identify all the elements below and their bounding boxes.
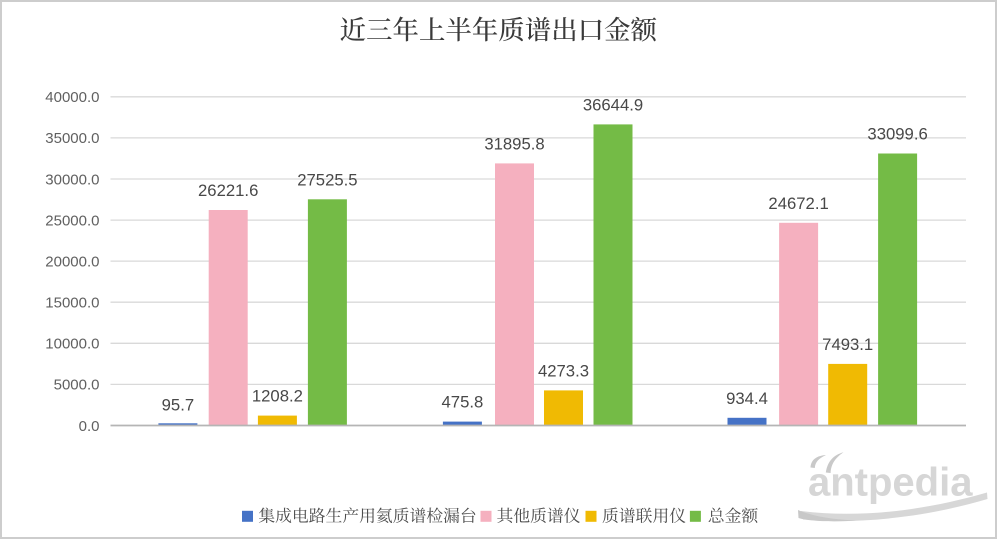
svg-text:0.0: 0.0 (79, 418, 100, 435)
svg-text:934.4: 934.4 (726, 389, 768, 408)
svg-text:26221.6: 26221.6 (198, 181, 258, 200)
svg-text:40000.0: 40000.0 (45, 89, 99, 106)
svg-text:20000.0: 20000.0 (45, 253, 99, 270)
svg-text:25000.0: 25000.0 (45, 212, 99, 229)
svg-text:5000.0: 5000.0 (54, 377, 100, 394)
svg-text:10000.0: 10000.0 (45, 336, 99, 353)
svg-text:30000.0: 30000.0 (45, 171, 99, 188)
svg-text:15000.0: 15000.0 (45, 295, 99, 312)
svg-text:4273.3: 4273.3 (538, 361, 589, 380)
svg-text:36644.9: 36644.9 (583, 95, 643, 114)
svg-text:24672.1: 24672.1 (768, 194, 828, 213)
svg-text:33099.6: 33099.6 (867, 125, 927, 144)
svg-text:35000.0: 35000.0 (45, 130, 99, 147)
svg-text:31895.8: 31895.8 (484, 134, 544, 153)
svg-text:antpedia: antpedia (808, 461, 973, 505)
svg-text:27525.5: 27525.5 (297, 170, 357, 189)
svg-text:7493.1: 7493.1 (822, 335, 873, 354)
svg-text:95.7: 95.7 (162, 396, 194, 415)
svg-text:475.8: 475.8 (442, 393, 484, 412)
svg-text:1208.2: 1208.2 (252, 387, 303, 406)
